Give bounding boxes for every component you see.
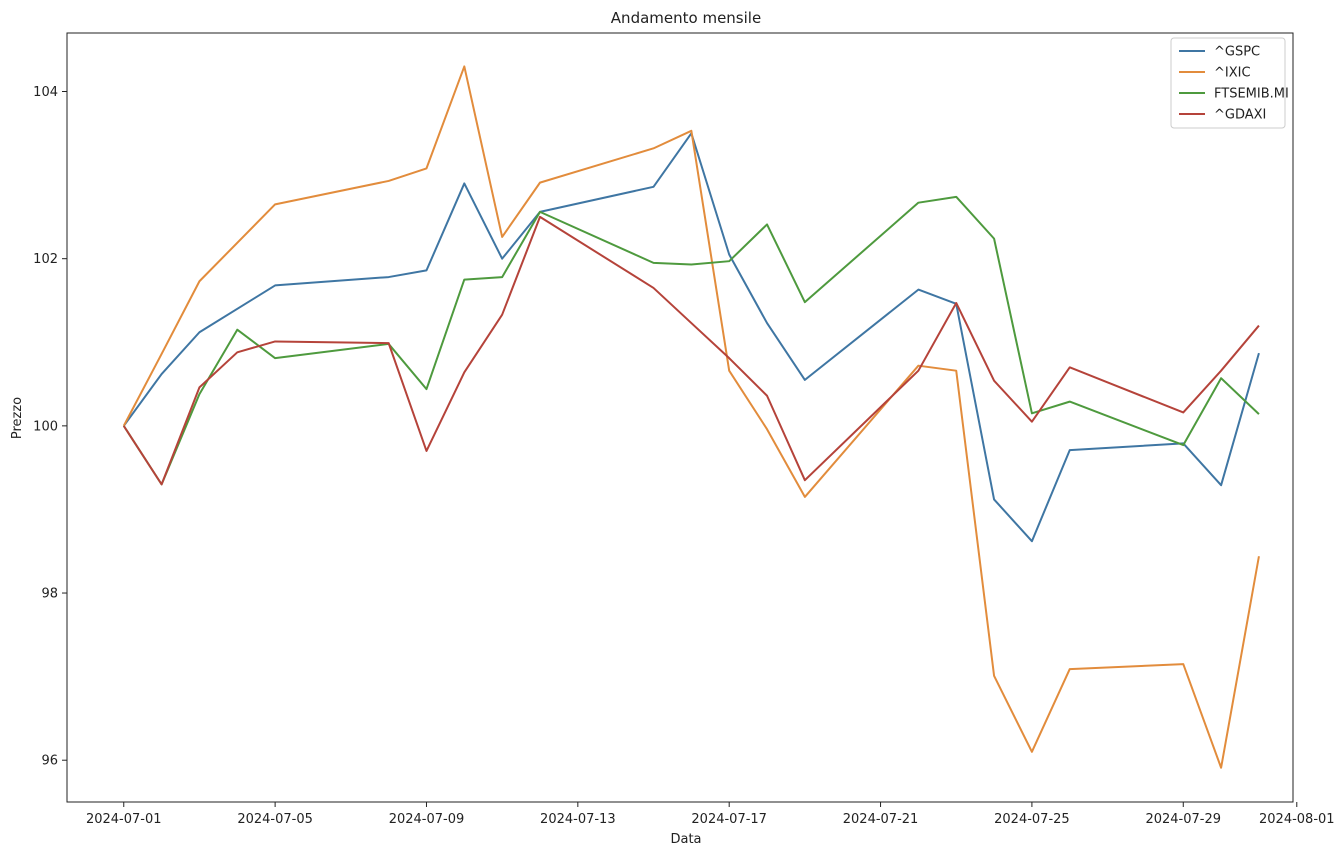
- x-tick-label: 2024-07-29: [1145, 812, 1221, 827]
- plot-frame: [66, 32, 1294, 803]
- y-tick-label: 98: [41, 587, 58, 602]
- y-tick-label: 104: [33, 85, 58, 100]
- x-tick-label: 2024-07-01: [86, 812, 162, 827]
- legend-label: ^IXIC: [1214, 66, 1251, 81]
- legend: ^GSPC ^IXIC FTSEMIB.MI ^GDAXI: [1170, 37, 1289, 129]
- x-tick-label: 2024-07-17: [691, 812, 767, 827]
- series-line-0: [122, 132, 1260, 543]
- chart-title: Andamento mensile: [611, 9, 761, 27]
- x-tick-label: 2024-07-09: [389, 812, 465, 827]
- x-tick-label: 2024-07-21: [843, 812, 919, 827]
- y-tick-label: 100: [33, 419, 58, 434]
- x-tick-label: 2024-08-01: [1259, 812, 1335, 827]
- legend-label: ^GSPC: [1214, 45, 1260, 60]
- legend-label: ^GDAXI: [1214, 108, 1266, 123]
- series-line-3: [122, 215, 1260, 486]
- legend-label: FTSEMIB.MI: [1214, 87, 1289, 102]
- series-layer: [122, 65, 1260, 769]
- x-axis: 2024-07-01 2024-07-05 2024-07-09 2024-07-13…: [86, 802, 1335, 827]
- y-axis: 96 98 100 102 104: [33, 85, 67, 769]
- x-tick-label: 2024-07-13: [540, 812, 616, 827]
- y-tick-label: 102: [33, 252, 58, 267]
- y-tick-label: 96: [41, 754, 58, 769]
- series-line-2: [122, 195, 1260, 486]
- x-axis-label: Data: [670, 832, 701, 847]
- y-axis-label: Prezzo: [10, 397, 25, 439]
- legend-box: [1170, 37, 1286, 129]
- x-tick-label: 2024-07-25: [994, 812, 1070, 827]
- series-line-1: [122, 65, 1260, 769]
- x-tick-label: 2024-07-05: [237, 812, 313, 827]
